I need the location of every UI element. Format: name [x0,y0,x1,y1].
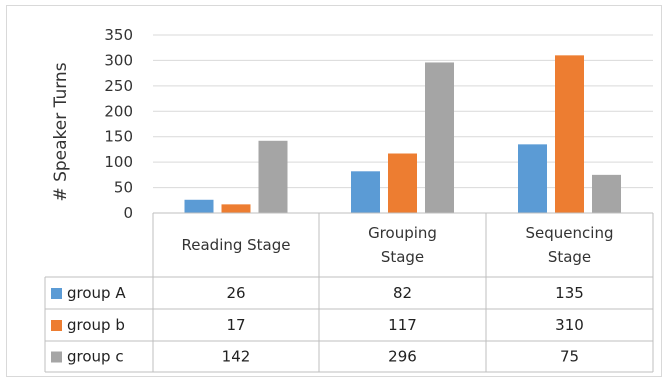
legend-label: group b [67,316,125,334]
bar [184,199,214,213]
y-tick-label: 200 [104,102,133,120]
y-axis-label: # Speaker Turns [51,62,71,201]
x-tick-label: Reading Stage [182,236,291,254]
bars [184,55,621,213]
bar [425,62,454,213]
y-tick-label: 300 [104,51,133,69]
data-label: 75 [560,348,579,366]
bar [258,140,288,213]
legend-label: group A [67,284,126,302]
legend-swatch [51,320,62,331]
x-tick-label: Grouping Stage [368,224,437,266]
y-tick-label: 150 [104,128,133,146]
data-label: 142 [222,348,251,366]
y-tick-label: 0 [123,204,133,222]
bar [555,55,584,213]
bar [518,144,547,213]
x-tick-label-line: Stage [381,248,424,266]
x-tick-label-line: Reading Stage [182,236,291,254]
bar [221,204,251,213]
legend-swatch [51,288,62,299]
data-label: 82 [393,284,412,302]
bar [388,153,417,213]
data-label: 117 [388,316,417,334]
chart-frame [6,5,662,377]
data-label: 310 [555,316,584,334]
y-tick-label: 350 [104,26,133,44]
data-table: Reading Stage Grouping Stage Sequencing Stag… [44,212,654,373]
bar [592,174,621,213]
x-tick-label-line: Grouping [368,224,437,242]
bar [351,171,380,213]
data-label: 135 [555,284,584,302]
data-label: 26 [226,284,245,302]
x-tick-label-line: Stage [548,248,591,266]
y-tick-label: 100 [104,153,133,171]
x-tick-label-line: Sequencing [526,224,614,242]
legend-swatch [51,351,62,363]
x-tick-label: Sequencing Stage [526,224,614,266]
legend-label: group c [67,348,124,366]
y-tick-label: 250 [104,77,133,95]
y-tick-label: 50 [114,179,133,197]
data-label: 296 [388,348,417,366]
y-axis-ticks: 0 50 100 150 200 250 300 350 [104,26,133,222]
data-label: 17 [226,316,245,334]
